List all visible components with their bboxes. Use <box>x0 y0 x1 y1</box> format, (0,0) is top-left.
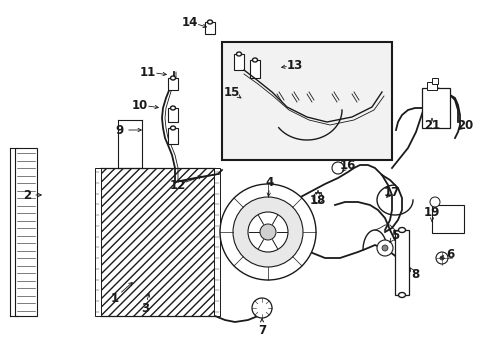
Ellipse shape <box>170 76 175 80</box>
Bar <box>334 162 340 168</box>
Bar <box>168 108 178 122</box>
Text: 8: 8 <box>410 269 418 282</box>
Bar <box>222 42 391 160</box>
Circle shape <box>381 245 387 251</box>
Circle shape <box>247 212 287 252</box>
Circle shape <box>312 193 323 203</box>
Bar <box>168 128 178 144</box>
Text: 1: 1 <box>111 292 119 305</box>
Circle shape <box>435 252 447 264</box>
Ellipse shape <box>170 106 175 110</box>
Text: 10: 10 <box>132 99 148 112</box>
Text: 15: 15 <box>224 86 240 99</box>
Bar <box>214 168 220 316</box>
Bar <box>95 168 101 316</box>
Text: 21: 21 <box>423 118 439 131</box>
Circle shape <box>260 224 275 240</box>
Bar <box>234 54 244 70</box>
Bar <box>431 78 437 84</box>
Bar <box>249 60 260 78</box>
Bar <box>168 78 178 90</box>
Ellipse shape <box>207 20 212 24</box>
Bar <box>421 88 449 128</box>
Circle shape <box>251 298 271 318</box>
Text: 18: 18 <box>309 194 325 207</box>
Text: 4: 4 <box>265 176 274 189</box>
Ellipse shape <box>398 228 405 233</box>
Ellipse shape <box>398 292 405 297</box>
Bar <box>394 230 408 295</box>
Circle shape <box>220 184 315 280</box>
Text: 3: 3 <box>141 302 149 315</box>
Circle shape <box>232 197 303 267</box>
Text: 6: 6 <box>445 248 453 261</box>
Bar <box>314 192 320 200</box>
Text: 20: 20 <box>456 118 472 131</box>
Bar <box>431 205 463 233</box>
Circle shape <box>439 256 443 260</box>
Bar <box>426 82 436 90</box>
Text: 12: 12 <box>169 179 186 192</box>
Text: 9: 9 <box>116 123 124 136</box>
Text: 14: 14 <box>182 15 198 28</box>
Ellipse shape <box>170 126 175 130</box>
Text: 11: 11 <box>140 66 156 78</box>
Bar <box>15 148 37 316</box>
Ellipse shape <box>236 52 241 56</box>
Ellipse shape <box>252 58 257 62</box>
Bar <box>204 22 215 34</box>
Text: 7: 7 <box>257 324 265 337</box>
Circle shape <box>376 240 392 256</box>
Text: 13: 13 <box>286 59 303 72</box>
Circle shape <box>331 162 343 174</box>
Text: 19: 19 <box>423 206 439 219</box>
Bar <box>100 168 215 316</box>
Text: 17: 17 <box>383 185 399 198</box>
Text: 5: 5 <box>390 229 398 242</box>
Text: 2: 2 <box>23 189 31 202</box>
Text: 16: 16 <box>339 158 355 171</box>
Circle shape <box>429 197 439 207</box>
